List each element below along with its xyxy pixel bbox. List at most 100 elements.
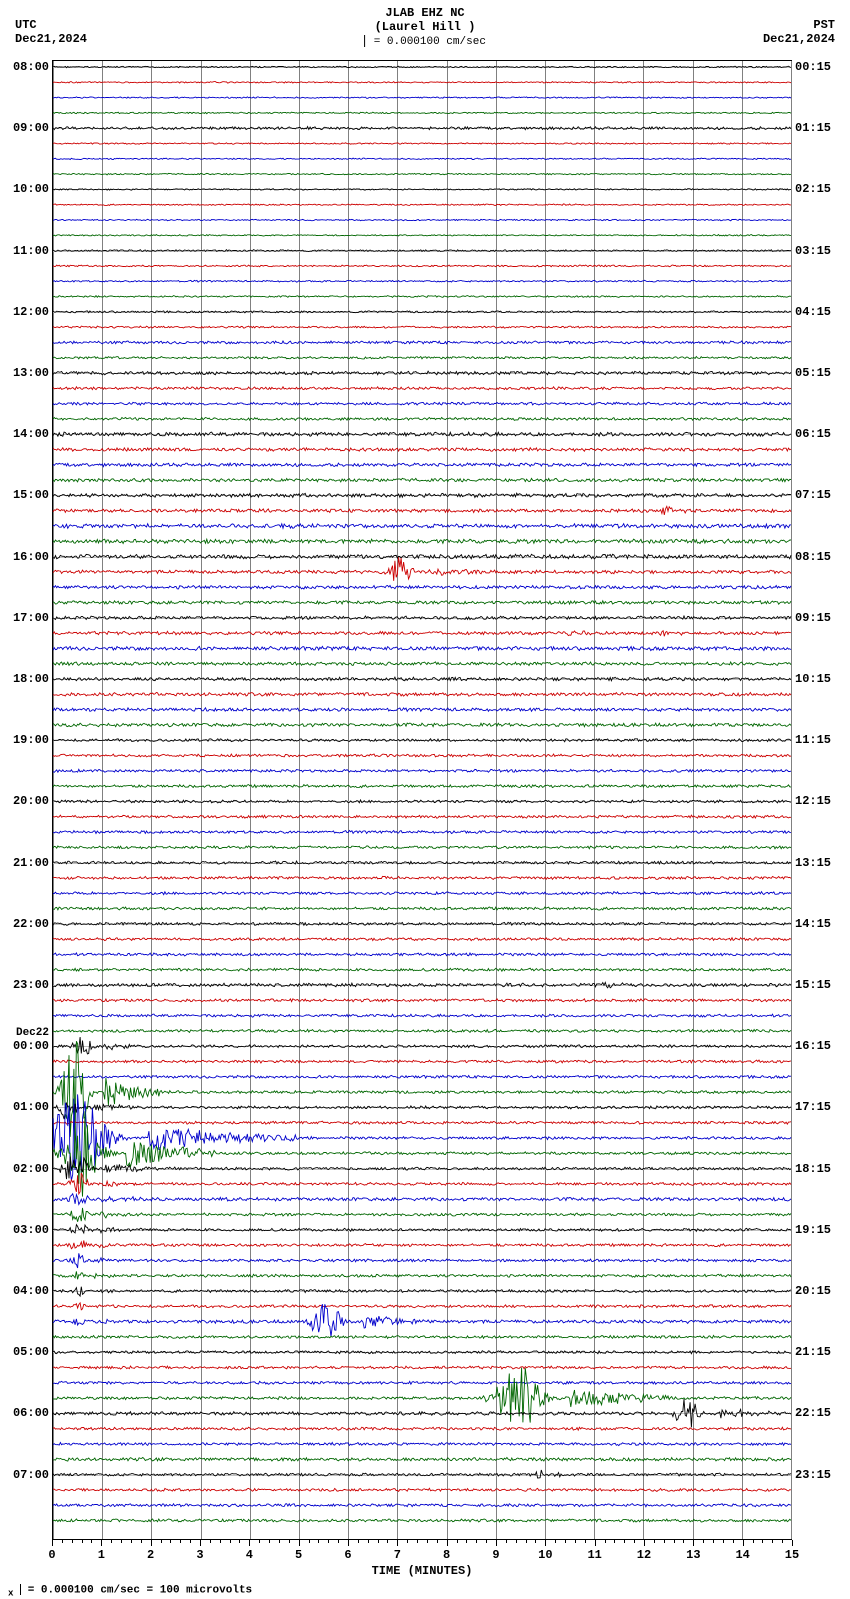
- utc-time-label: 23:00: [13, 978, 53, 992]
- x-tick: [545, 1540, 546, 1546]
- x-tick-minor: [318, 1540, 319, 1543]
- trace-row: [53, 554, 791, 559]
- trace-row: [53, 953, 791, 956]
- trace-row: [53, 448, 791, 452]
- utc-time-label: 19:00: [13, 733, 53, 747]
- scale-text: = 0.000100 cm/sec: [374, 36, 486, 48]
- trace-row: [53, 296, 791, 298]
- utc-time-label: 09:00: [13, 121, 53, 135]
- trace-row: [53, 693, 791, 697]
- trace-row: [53, 677, 791, 681]
- trace-row: [53, 922, 791, 925]
- trace-row: [53, 1173, 791, 1194]
- x-tick-minor: [309, 1540, 310, 1543]
- trace-row: [53, 158, 791, 160]
- x-tick-minor: [338, 1540, 339, 1543]
- x-tick-label: 7: [394, 1548, 401, 1562]
- x-tick-minor: [782, 1540, 783, 1543]
- pst-time-label: 09:15: [791, 611, 831, 625]
- x-tick: [200, 1540, 201, 1546]
- trace-row: [53, 586, 791, 590]
- x-tick-label: 10: [538, 1548, 552, 1562]
- trace-row: [53, 999, 791, 1002]
- trace-row: [53, 723, 791, 727]
- utc-time-label: 22:00: [13, 917, 53, 931]
- trace-row: [53, 235, 791, 237]
- trace-row: [53, 1253, 791, 1268]
- x-tick-minor: [180, 1540, 181, 1543]
- trace-row: [53, 646, 791, 650]
- trace-row: [53, 876, 791, 879]
- trace-row: [53, 1303, 791, 1310]
- station-code: JLAB EHZ NC: [385, 6, 464, 20]
- utc-time-label: 14:00: [13, 427, 53, 441]
- x-tick-minor: [713, 1540, 714, 1543]
- trace-row: [53, 402, 791, 405]
- trace-row: [53, 1399, 791, 1427]
- x-tick-minor: [516, 1540, 517, 1543]
- x-tick-minor: [230, 1540, 231, 1543]
- pst-time-label: 06:15: [791, 427, 831, 441]
- pst-time-label: 21:15: [791, 1345, 831, 1359]
- utc-time-label: 00:00: [13, 1039, 53, 1053]
- pst-time-label: 19:15: [791, 1223, 831, 1237]
- pst-time-label: 12:15: [791, 794, 831, 808]
- x-tick-minor: [575, 1540, 576, 1543]
- x-tick-minor: [239, 1540, 240, 1543]
- x-tick-label: 14: [735, 1548, 749, 1562]
- trace-row: [53, 846, 791, 849]
- utc-date-label: Dec22: [16, 1027, 53, 1039]
- utc-time-label: 13:00: [13, 366, 53, 380]
- x-tick-minor: [605, 1540, 606, 1543]
- pst-label: PST: [813, 18, 835, 32]
- header-pst: PST Dec21,2024: [763, 18, 835, 46]
- x-tick-label: 8: [443, 1548, 450, 1562]
- utc-time-label: 16:00: [13, 550, 53, 564]
- x-tick-label: 12: [637, 1548, 651, 1562]
- trace-row: [53, 1103, 791, 1120]
- trace-row: [53, 478, 791, 482]
- trace-row: [53, 341, 791, 344]
- trace-row: [53, 861, 791, 864]
- x-tick-minor: [62, 1540, 63, 1543]
- scale-note: = 0.000100 cm/sec: [364, 36, 486, 48]
- trace-row: [53, 1488, 791, 1491]
- x-tick: [496, 1540, 497, 1546]
- x-axis: TIME (MINUTES) 0123456789101112131415: [52, 1540, 792, 1580]
- pst-time-label: 13:15: [791, 856, 831, 870]
- trace-row: [53, 493, 791, 497]
- x-axis-title: TIME (MINUTES): [372, 1564, 473, 1578]
- pst-time-label: 02:15: [791, 182, 831, 196]
- trace-row: [53, 800, 791, 803]
- x-tick: [595, 1540, 596, 1546]
- trace-row: [53, 831, 791, 834]
- x-tick-minor: [733, 1540, 734, 1543]
- pst-time-label: 16:15: [791, 1039, 831, 1053]
- x-tick-minor: [437, 1540, 438, 1543]
- x-tick-minor: [762, 1540, 763, 1543]
- utc-time-label: 12:00: [13, 305, 53, 319]
- x-tick-minor: [170, 1540, 171, 1543]
- x-tick-minor: [82, 1540, 83, 1543]
- trace-row: [53, 1335, 791, 1338]
- trace-row: [53, 387, 791, 390]
- x-tick-label: 5: [295, 1548, 302, 1562]
- pst-time-label: 15:15: [791, 978, 831, 992]
- x-tick-label: 15: [785, 1548, 799, 1562]
- x-tick: [249, 1540, 250, 1546]
- x-tick: [792, 1540, 793, 1546]
- x-tick-minor: [378, 1540, 379, 1543]
- trace-row: [53, 1470, 791, 1478]
- trace-row: [53, 1519, 791, 1522]
- trace-row: [53, 907, 791, 910]
- x-tick-minor: [111, 1540, 112, 1543]
- x-tick-minor: [387, 1540, 388, 1543]
- trace-row: [53, 1351, 791, 1354]
- trace-row: [53, 557, 791, 581]
- trace-row: [53, 769, 791, 772]
- trace-row: [53, 1366, 791, 1369]
- trace-row: [53, 754, 791, 757]
- trace-row: [53, 1208, 791, 1222]
- trace-row: [53, 1060, 791, 1063]
- x-tick-minor: [476, 1540, 477, 1543]
